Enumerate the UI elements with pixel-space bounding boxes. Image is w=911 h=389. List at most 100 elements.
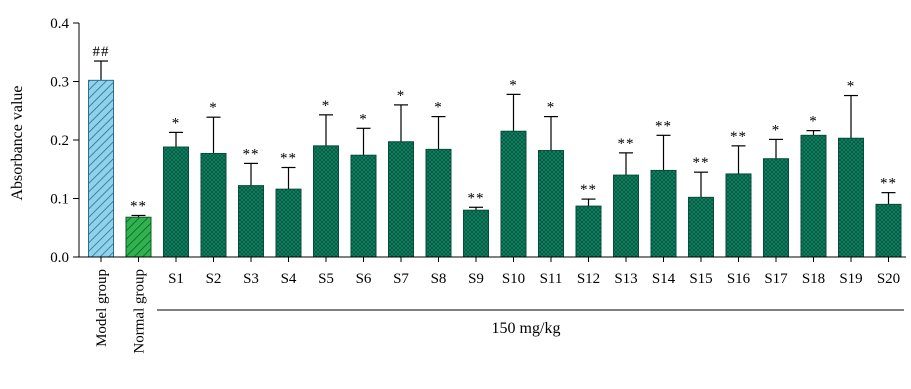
x-tick-label: S3 [243,271,259,287]
significance-label: ## [93,44,110,60]
significance-label: * [809,114,818,130]
x-tick-label: S17 [764,271,788,287]
significance-label: * [359,111,368,127]
bar-group: * [838,79,864,258]
bar-group: * [200,100,227,258]
bar [500,130,527,258]
x-tick-label: S9 [468,271,484,287]
bar-group: * [388,88,414,258]
x-tick-label: Model group [94,269,110,347]
bar [725,173,752,258]
significance-label: * [772,122,781,138]
y-tick-label: 0.2 [50,133,69,149]
bar-group: * [538,100,564,258]
y-tick-label: 0.3 [50,75,69,91]
bar [688,196,714,258]
x-tick-label: S6 [356,271,372,287]
significance-label: * [847,79,856,95]
bar-group: ** [125,198,152,258]
x-tick-label: S4 [281,271,297,287]
bar [575,205,602,258]
x-tick-label: S2 [206,271,222,287]
significance-label: * [322,98,331,114]
y-tick-label: 0.4 [50,16,69,32]
significance-label: ** [618,136,635,152]
bar-group: ** [275,150,302,258]
x-tick-label: S13 [614,271,637,287]
x-tick-label: S20 [877,271,900,287]
x-tick-label: S7 [393,271,409,287]
y-tick-label: 0.0 [50,250,69,266]
bar [650,169,677,258]
bar [763,158,789,258]
bar [238,185,264,258]
bar [613,174,639,258]
bar [200,152,227,258]
bar-group: * [350,111,377,258]
bar-group: ** [725,129,752,258]
y-tick-label: 0.1 [50,192,69,208]
bar-group: ** [575,182,602,258]
significance-label: ** [693,155,710,171]
significance-label: * [547,100,556,116]
x-tick-label: S1 [168,271,184,287]
significance-label: * [172,115,181,131]
bar [425,148,452,258]
significance-label: ** [880,176,897,192]
x-tick-label: Normal group [132,269,148,354]
significance-label: ** [130,198,147,214]
bar [538,150,564,258]
bar-group: ** [650,118,677,258]
x-tick-label: S8 [431,271,447,287]
bar-group: * [763,122,789,258]
x-axis: Model group Normal group S1 S2 S3 S4 S5 S6 S7 S8 S… [79,256,906,354]
bar-group: * [500,77,527,258]
bar-group: ** [875,176,902,258]
x-tick-label: S16 [727,271,751,287]
significance-label: * [509,77,518,93]
y-axis-title: Absorbance value [9,85,26,200]
x-tick-label: S11 [540,271,563,287]
x-tick-label: S18 [802,271,825,287]
bar [875,203,902,258]
x-tick-label: S12 [577,271,600,287]
bar-group: * [313,98,339,258]
bar [800,134,827,258]
group-label: 150 mg/kg [492,320,561,337]
significance-label: ** [580,182,597,198]
significance-label: ** [468,190,485,206]
bar-group: * [425,100,452,258]
x-tick-label: S5 [318,271,334,287]
bar [313,145,339,258]
bar [163,146,189,258]
bar [388,141,414,258]
x-tick-label: S19 [839,271,862,287]
significance-label: ** [280,150,297,166]
bar-group: ** [463,190,489,258]
significance-label: ** [730,129,747,145]
bar [463,209,489,258]
bar-group: * [163,115,189,258]
bar-group: ** [613,136,639,258]
x-tick-label: S15 [689,271,712,287]
significance-label: * [434,100,443,116]
bar [125,216,152,258]
y-axis: 0.0 0.1 0.2 0.3 0.4 [50,16,80,266]
bar-group: * [800,114,827,258]
bar-group: ## [88,44,114,258]
significance-label: * [209,100,218,116]
x-tick-label: S14 [652,271,676,287]
bar [88,79,114,258]
bar [838,137,864,258]
significance-label: * [397,88,406,104]
bar [350,154,377,258]
significance-label: ** [655,118,672,134]
bars-layer: ##********************************* [88,44,902,258]
bar-group: ** [688,155,714,258]
significance-label: ** [243,146,260,162]
x-tick-label: S10 [502,271,525,287]
bar-group: ** [238,146,264,258]
bar [275,188,302,258]
